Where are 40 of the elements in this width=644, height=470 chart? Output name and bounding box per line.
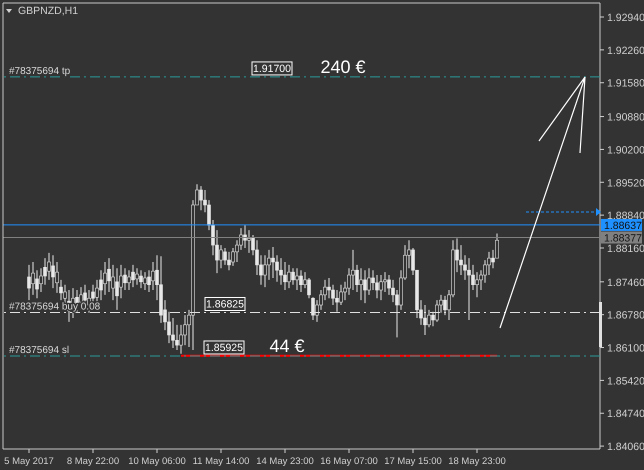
candlestick — [283, 262, 287, 291]
annotation: 240 € — [320, 56, 366, 77]
candlestick — [199, 186, 203, 211]
candlestick — [299, 270, 303, 292]
candlestick — [359, 268, 363, 301]
ref-line-label: #78375694 tp — [9, 66, 71, 77]
candlestick — [139, 270, 143, 289]
ref-line-label: 1.88377 — [604, 232, 642, 244]
candlestick — [115, 268, 119, 310]
candlestick — [363, 270, 367, 304]
annotation: 1.91700 — [253, 62, 292, 75]
annotation: 1.86825 — [206, 298, 244, 310]
candlestick — [379, 274, 383, 301]
x-tick-label: 14 May 23:00 — [256, 456, 314, 467]
x-tick-label: 10 May 06:00 — [128, 456, 186, 467]
candlestick — [271, 246, 275, 278]
candlestick — [131, 264, 135, 288]
x-tick-label: 5 May 2017 — [4, 456, 54, 467]
candlestick — [51, 254, 55, 289]
x-tick-label: 11 May 14:00 — [192, 456, 250, 467]
candlestick — [227, 251, 231, 271]
candlestick — [351, 249, 355, 291]
x-tick-label: 18 May 23:00 — [448, 456, 506, 467]
candlestick — [295, 268, 299, 291]
candlestick — [151, 262, 155, 291]
chart-title: GBPNZD,H1 — [18, 5, 78, 17]
candlestick — [143, 272, 147, 291]
annotation: 44 € — [269, 336, 305, 356]
x-tick-label: 17 May 15:00 — [384, 456, 442, 467]
candlestick — [219, 244, 223, 269]
candlestick — [475, 272, 479, 298]
ref-line-label: 1.88637 — [604, 220, 642, 232]
ref-line-label: #78375694 sl — [9, 344, 70, 356]
candlestick — [27, 264, 31, 301]
candlestick — [247, 230, 251, 254]
candlestick — [135, 268, 139, 286]
annotation: 1.85925 — [205, 342, 244, 354]
candlestick — [287, 264, 291, 289]
x-tick-label: 16 May 07:00 — [320, 456, 378, 467]
x-tick-label: 8 May 22:00 — [66, 456, 120, 467]
